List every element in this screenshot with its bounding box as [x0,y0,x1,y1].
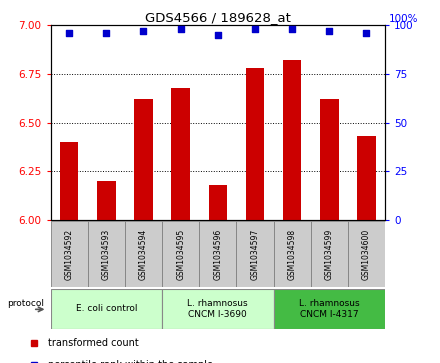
Text: GSM1034597: GSM1034597 [250,228,260,280]
Point [363,30,370,36]
Bar [283,60,301,220]
Bar [236,221,274,287]
Text: transformed count: transformed count [48,338,139,347]
Bar [162,289,274,329]
Bar [274,289,385,329]
Point [326,28,333,34]
Text: GSM1034599: GSM1034599 [325,228,334,280]
Bar [162,221,199,287]
Text: percentile rank within the sample: percentile rank within the sample [48,360,213,363]
Point [140,28,147,34]
Bar [348,221,385,287]
Bar [88,221,125,287]
Bar [171,87,190,220]
Text: E. coli control: E. coli control [76,304,137,313]
Text: GSM1034595: GSM1034595 [176,228,185,280]
Bar [311,221,348,287]
Point [103,30,110,36]
Text: L. rhamnosus
CNCM I-4317: L. rhamnosus CNCM I-4317 [299,298,359,319]
Point [66,30,73,36]
Bar [209,185,227,220]
Bar [51,289,162,329]
Bar [199,221,236,287]
Text: GSM1034596: GSM1034596 [213,228,222,280]
Point [251,26,258,32]
Text: GSM1034592: GSM1034592 [65,229,73,280]
Bar [274,221,311,287]
Point [289,26,296,32]
Bar [51,221,88,287]
Bar [357,136,376,220]
Bar [134,99,153,220]
Bar [320,99,338,220]
Point [177,26,184,32]
Text: GSM1034594: GSM1034594 [139,228,148,280]
Point [214,32,221,38]
Text: 100%: 100% [389,14,419,24]
Title: GDS4566 / 189628_at: GDS4566 / 189628_at [145,11,291,24]
Text: GSM1034593: GSM1034593 [102,228,111,280]
Bar [60,142,78,220]
Text: GSM1034600: GSM1034600 [362,228,371,280]
Bar [246,68,264,220]
Text: L. rhamnosus
CNCM I-3690: L. rhamnosus CNCM I-3690 [187,298,248,319]
Text: GSM1034598: GSM1034598 [288,229,297,280]
Bar [97,181,116,220]
Bar [125,221,162,287]
Text: protocol: protocol [7,299,44,308]
